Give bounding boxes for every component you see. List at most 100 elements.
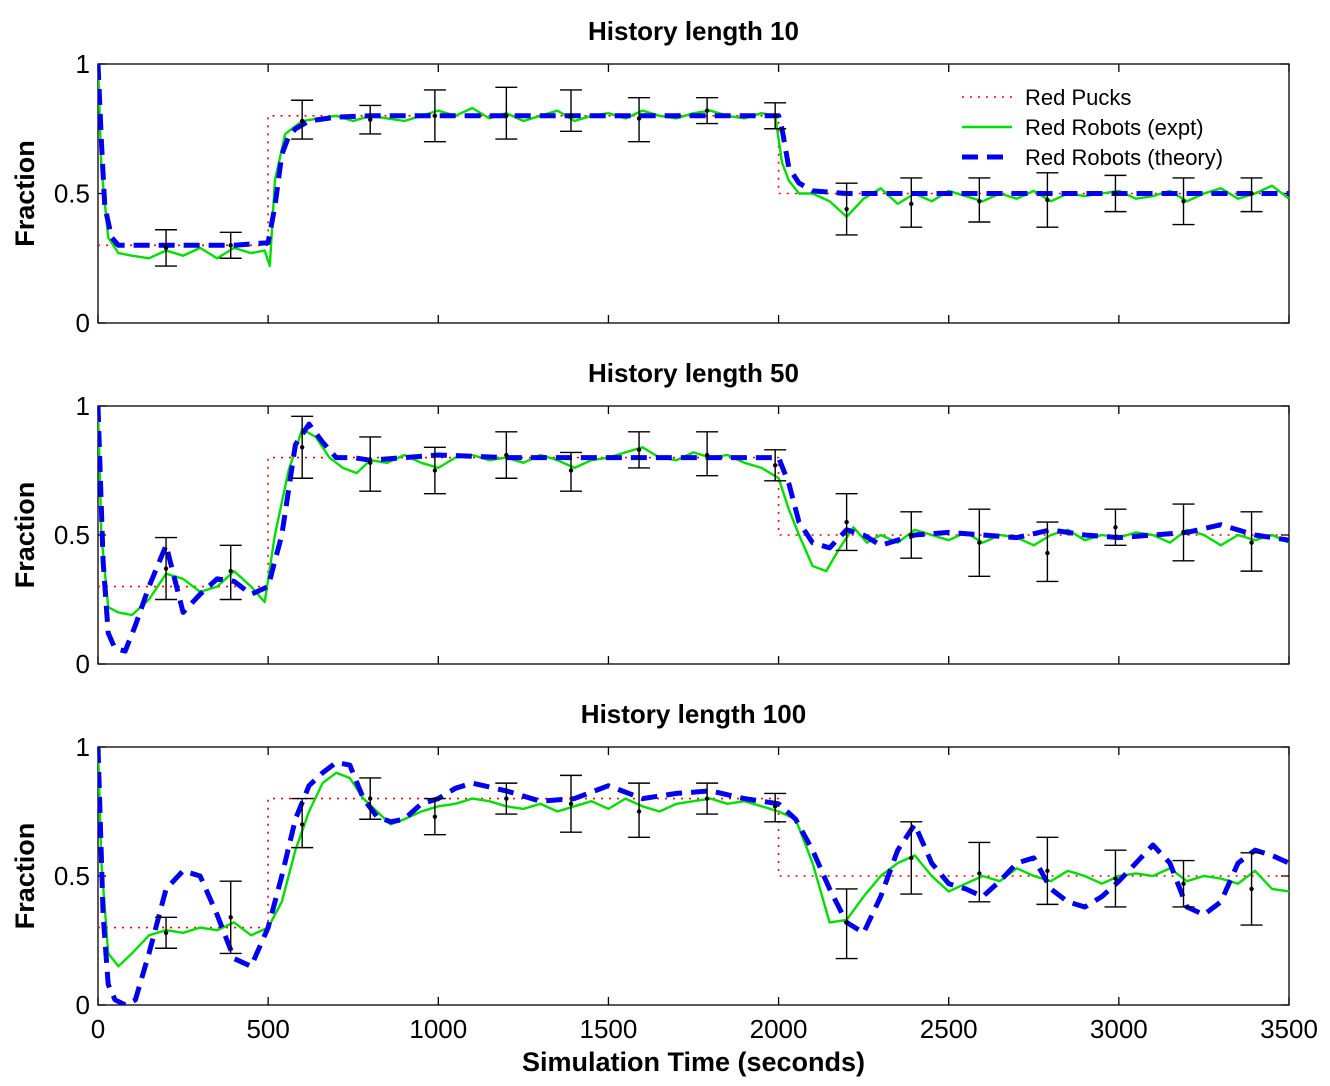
plot-area — [98, 747, 1289, 1005]
error-bar — [495, 782, 518, 815]
error-bar-mean — [228, 568, 233, 574]
error-bar-mean — [504, 113, 509, 119]
error-bar-mean — [772, 804, 778, 809]
y-tick-label: 1 — [76, 49, 90, 79]
error-bar-mean — [568, 468, 574, 473]
error-bar — [291, 99, 314, 140]
error-bar-mean — [1045, 868, 1050, 874]
panel-3 — [97, 746, 1290, 1006]
y-tick-label: 0.5 — [54, 520, 90, 550]
error-bar — [764, 449, 787, 482]
y-tick-label: 0 — [76, 308, 90, 338]
error-bar — [628, 431, 651, 469]
error-bar — [155, 536, 178, 601]
y-axis-label: Fraction — [10, 140, 40, 247]
error-bar — [696, 96, 719, 125]
error-bar-mean — [1181, 881, 1186, 886]
error-bar-mean — [568, 113, 574, 119]
error-bar — [219, 544, 242, 601]
error-bar — [359, 104, 382, 135]
error-bar — [696, 431, 719, 477]
error-bar — [764, 792, 787, 823]
error-bar — [1104, 508, 1127, 547]
error-bar — [835, 888, 858, 960]
plot-area — [98, 406, 1289, 654]
error-bar — [835, 493, 858, 552]
y-tick-label: 0.5 — [54, 179, 90, 209]
error-bar — [764, 102, 787, 130]
y-tick-label: 1 — [76, 391, 90, 421]
x-axis-label: Simulation Time (seconds) — [522, 1047, 865, 1077]
error-bar — [1104, 849, 1127, 908]
error-bar-mean — [163, 566, 169, 571]
error-bar-mean — [977, 199, 982, 204]
error-bar — [1036, 836, 1059, 906]
error-bar — [1240, 852, 1263, 926]
error-bar-mean — [1249, 540, 1254, 545]
x-tick-label: 3500 — [1260, 1014, 1318, 1044]
error-bar — [1240, 511, 1263, 572]
error-bar — [1104, 174, 1127, 213]
error-bar — [628, 782, 651, 838]
error-bar — [291, 415, 314, 479]
x-tick-label: 2500 — [920, 1014, 978, 1044]
error-bar-mean — [432, 814, 438, 819]
error-bar — [1172, 503, 1195, 562]
error-bar — [900, 177, 923, 228]
error-bar — [696, 782, 719, 815]
x-tick-label: 3000 — [1090, 1014, 1148, 1044]
error-bar-mean — [504, 452, 509, 458]
error-bar-mean — [909, 855, 914, 861]
error-bar-mean — [1181, 530, 1186, 535]
error-bar-mean — [636, 447, 642, 453]
x-tick-label: 500 — [246, 1014, 289, 1044]
error-bar-mean — [772, 113, 778, 119]
error-bar — [628, 96, 651, 143]
error-bar-mean — [228, 243, 233, 248]
error-bar-mean — [636, 116, 642, 121]
y-tick-label: 0 — [76, 990, 90, 1020]
error-bar — [1172, 177, 1195, 226]
error-bar-mean — [432, 468, 438, 473]
error-bar — [155, 229, 178, 267]
legend: Red Pucks Red Robots (expt) Red Robots (th… — [962, 85, 1223, 170]
error-bar-mean — [844, 206, 849, 212]
error-bar — [559, 451, 582, 492]
panel-title: History length 50 — [588, 358, 799, 388]
x-tick-label: 0 — [91, 1014, 105, 1044]
error-bar — [968, 508, 991, 577]
x-tick-label: 1500 — [580, 1014, 638, 1044]
error-bar — [219, 231, 242, 259]
error-bar — [1036, 521, 1059, 583]
error-bar-mean — [163, 245, 169, 251]
error-bar — [359, 436, 382, 492]
error-bar — [423, 446, 446, 495]
error-bar-mean — [977, 540, 982, 545]
panel-1: Red Pucks Red Robots (expt) Red Robots (th… — [97, 63, 1290, 324]
error-bar-mean — [1181, 199, 1186, 204]
error-bar — [559, 89, 582, 133]
error-bar — [559, 774, 582, 833]
error-bar — [1240, 177, 1263, 213]
panel-title: History length 100 — [581, 699, 806, 729]
error-bar-mean — [909, 532, 914, 538]
error-bar — [155, 916, 178, 949]
error-bar-mean — [772, 463, 778, 468]
error-bar-mean — [704, 452, 710, 458]
series-red-robots-expt — [98, 406, 1289, 617]
error-bar-mean — [1113, 525, 1118, 530]
error-bar-mean — [368, 460, 373, 465]
error-bar-mean — [299, 822, 305, 827]
error-bar-mean — [1113, 876, 1118, 881]
legend-label: Red Pucks — [1025, 85, 1131, 110]
error-bar — [423, 89, 446, 143]
error-bar — [291, 797, 314, 849]
error-bar-mean — [504, 796, 509, 801]
error-bar-mean — [636, 809, 642, 814]
error-bar-mean — [1249, 886, 1254, 892]
error-bar-mean — [844, 920, 849, 925]
error-bar-mean — [228, 915, 233, 920]
error-bar — [968, 841, 991, 903]
error-bar — [423, 797, 446, 836]
y-tick-label: 0 — [76, 649, 90, 679]
